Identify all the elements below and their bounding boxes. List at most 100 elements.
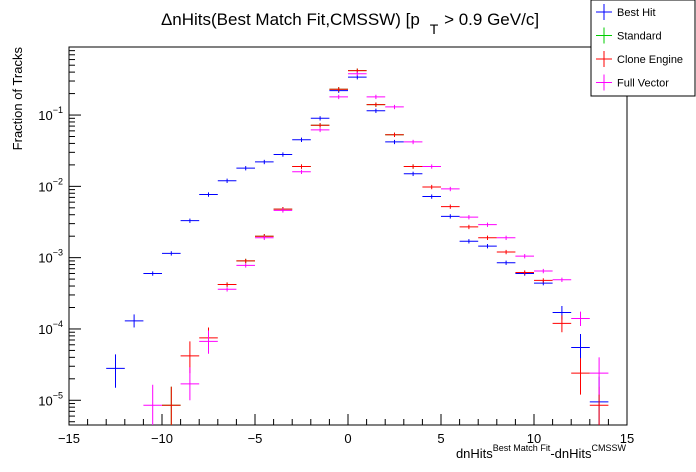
legend-label: Clone Engine [617,54,683,66]
data-point [459,239,479,244]
y-tick-base: 10 [38,322,52,337]
legend: Best Hit Standard Clone Engine Full Vector [590,0,696,97]
data-point [478,244,497,249]
data-point [422,194,441,199]
data-point [217,178,237,183]
y-tick-base: 10 [38,108,52,123]
data-point [273,152,293,157]
y-tick-exponent: −3 [53,248,63,258]
data-points [106,68,609,425]
series-standard [162,68,423,425]
data-point [552,277,572,282]
data-point [236,166,255,171]
data-point [496,260,516,265]
data-point [217,287,237,292]
y-tick-label: 10−5 [38,390,63,408]
y-tick-label: 10−3 [38,248,63,266]
x-axis-label: dnHitsBest Match Fit-dnHitsCMSSW [456,443,627,461]
y-tick-label: 10−1 [38,105,63,123]
data-point [292,137,311,143]
y-tick-base: 10 [38,179,52,194]
data-point [552,315,572,333]
data-point [124,314,144,328]
x-label-sup2: CMSSW [592,443,627,453]
legend-label: Standard [617,31,662,43]
data-point [589,357,609,395]
data-point [496,249,516,255]
data-point [106,354,125,388]
series-clone-engine [162,68,609,425]
data-point [162,386,181,425]
data-point [478,235,497,241]
data-point [199,330,218,354]
data-point [255,235,274,241]
data-point [459,224,479,230]
data-point [571,358,590,395]
data-point [403,164,423,169]
data-point [217,282,237,287]
data-point [385,139,404,145]
data-point [366,94,386,100]
series-full-vector [143,71,609,425]
data-point [385,132,404,137]
data-point [236,263,255,268]
x-tick-label: 10 [527,431,541,446]
title-subscript: T [430,21,439,37]
data-point [515,270,534,275]
y-tick-base: 10 [38,393,52,408]
x-label-sup1: Best Match Fit [493,443,551,453]
data-point [143,384,162,425]
y-tick-exponent: −1 [53,105,63,115]
series-best-hit [106,75,609,425]
data-point [403,171,423,177]
y-tick-label: 10−4 [38,319,63,337]
y-tick-label: 10−2 [38,176,63,194]
y-tick-exponent: −4 [53,319,63,329]
title-suffix: > 0.9 GeV/c] [439,10,539,29]
data-point [162,251,181,256]
data-point [348,71,367,76]
data-point [310,116,330,121]
data-point [403,139,423,145]
y-tick-base: 10 [38,251,52,266]
legend-entry: Best Hit [596,4,656,20]
y-tick-exponent: −5 [53,390,63,400]
data-point [329,87,348,92]
data-point [459,215,479,220]
title-prefix: ΔnHits(Best Match Fit,CMSSW) [p [161,10,420,29]
y-axis-label: Fraction of Tracks [10,47,25,151]
data-point [273,208,293,213]
legend-box [590,0,696,97]
data-point [366,108,386,113]
data-point [143,271,162,276]
data-point [496,235,516,241]
data-point [441,204,460,209]
x-tick-label: −15 [58,431,80,446]
data-point [199,192,218,197]
legend-entry: Full Vector [596,74,669,91]
data-point [422,184,441,190]
x-tick-label: 0 [344,431,351,446]
x-label-base2: -dnHits [550,446,592,461]
legend-label: Best Hit [617,7,656,19]
data-point [422,164,441,169]
data-point [478,222,497,227]
data-point [292,169,311,175]
data-point [441,186,460,192]
data-point [180,218,200,223]
data-point [310,123,330,128]
data-point [310,127,330,133]
data-point [366,102,386,107]
data-point [571,311,590,327]
data-point [441,214,460,219]
legend-entry: Clone Engine [596,51,683,67]
data-point [255,159,274,165]
x-tick-label: 15 [620,431,634,446]
data-point [329,94,348,100]
legend-entry: Standard [596,27,662,44]
data-point [292,164,311,169]
data-point [180,367,200,401]
data-point [534,268,553,274]
